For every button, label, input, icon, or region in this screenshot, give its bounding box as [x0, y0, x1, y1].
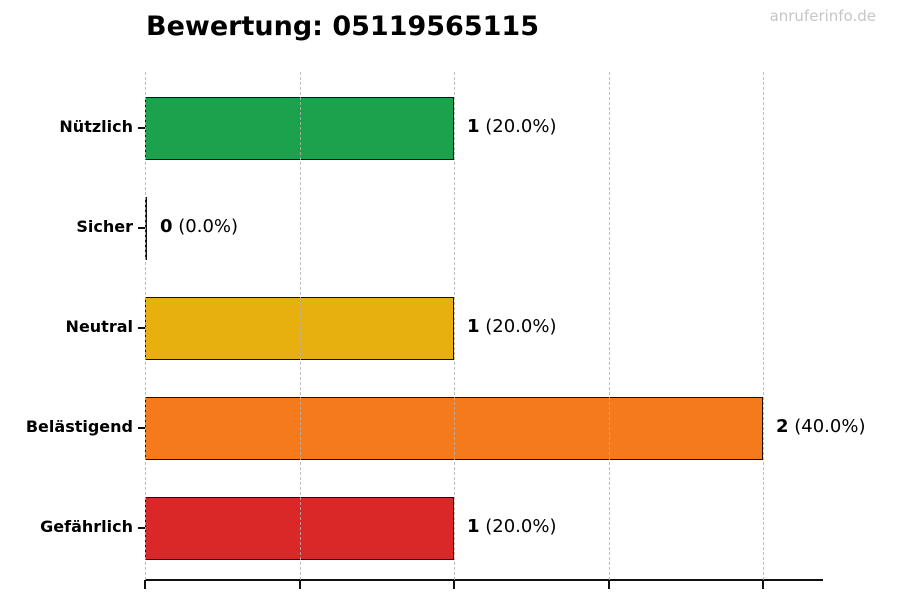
value-count: 0: [160, 216, 173, 237]
y-tick: [138, 327, 145, 329]
value-label-sicher: 0 (0.0%): [160, 216, 238, 237]
value-count: 2: [776, 416, 789, 437]
value-label-gefährlich: 1 (20.0%): [467, 516, 556, 537]
x-axis-tick: [607, 580, 610, 589]
y-tick: [138, 427, 145, 429]
category-label-belästigend: Belästigend: [25, 417, 133, 436]
gridline: [145, 72, 146, 580]
bar-sicher: [145, 196, 147, 260]
gridline: [454, 72, 455, 580]
category-label-neutral: Neutral: [65, 317, 133, 336]
watermark-text: anruferinfo.de: [769, 7, 876, 25]
x-axis-tick: [144, 580, 146, 589]
gridline: [299, 72, 301, 580]
x-axis-tick: [453, 580, 455, 589]
gridline: [608, 72, 610, 580]
chart-title: Bewertung: 05119565115: [146, 11, 539, 42]
value-label-belästigend: 2 (40.0%): [776, 416, 865, 437]
x-axis-tick: [762, 580, 764, 589]
x-axis-line: [145, 579, 823, 581]
value-percentage: (40.0%): [788, 416, 866, 437]
value-percentage: (20.0%): [479, 516, 557, 537]
value-percentage: (20.0%): [479, 116, 557, 137]
y-tick: [138, 527, 145, 529]
gridline: [763, 72, 764, 580]
category-label-sicher: Sicher: [76, 217, 133, 236]
value-percentage: (20.0%): [479, 316, 557, 337]
value-label-neutral: 1 (20.0%): [467, 316, 556, 337]
category-label-nützlich: Nützlich: [59, 117, 133, 136]
y-tick: [138, 227, 145, 229]
y-tick: [138, 127, 145, 129]
x-axis-tick: [298, 580, 301, 589]
value-percentage: (0.0%): [172, 216, 239, 237]
category-label-gefährlich: Gefährlich: [40, 517, 133, 536]
value-count: 1: [467, 516, 480, 537]
value-count: 1: [467, 116, 480, 137]
value-count: 1: [467, 316, 480, 337]
value-label-nützlich: 1 (20.0%): [467, 116, 556, 137]
